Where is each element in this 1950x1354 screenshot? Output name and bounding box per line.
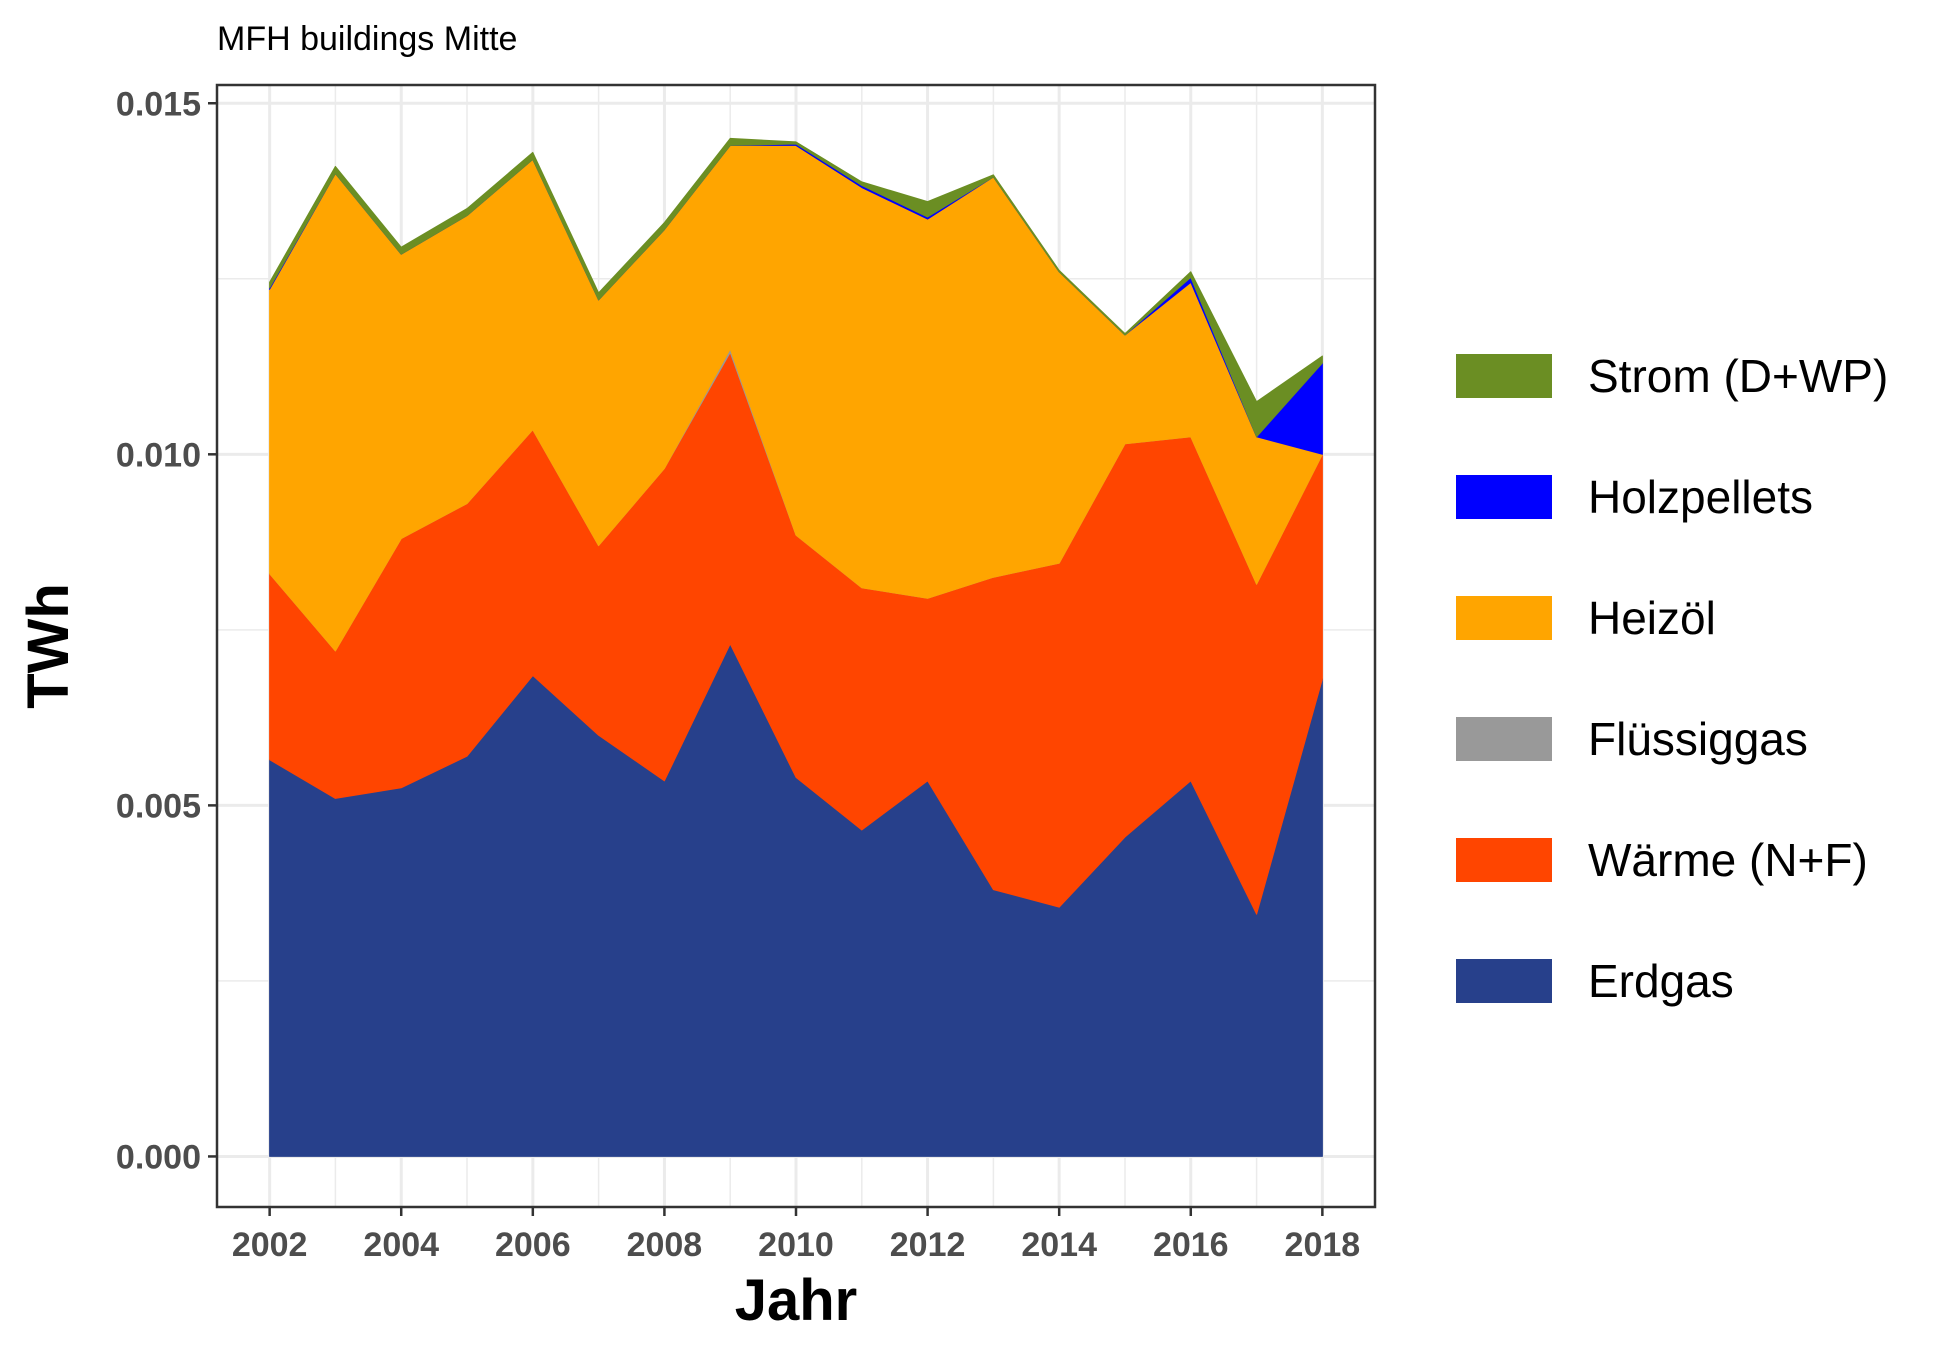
- legend-swatch: [1456, 475, 1552, 519]
- legend-swatch: [1456, 959, 1552, 1003]
- x-tick-label: 2014: [1021, 1226, 1097, 1264]
- legend-swatch: [1456, 838, 1552, 882]
- x-tick-label: 2016: [1153, 1226, 1229, 1264]
- x-tick-label: 2002: [232, 1226, 308, 1264]
- chart-title: MFH buildings Mitte: [217, 20, 517, 58]
- y-tick-label: 0.005: [116, 787, 201, 825]
- y-tick-label: 0.010: [116, 436, 201, 474]
- legend-label: Erdgas: [1588, 955, 1734, 1007]
- x-tick-label: 2006: [495, 1226, 571, 1264]
- legend-label: Holzpellets: [1588, 471, 1813, 523]
- legend-label: Strom (D+WP): [1588, 350, 1888, 402]
- x-tick-label: 2012: [890, 1226, 966, 1264]
- y-tick-label: 0.015: [116, 85, 201, 123]
- x-tick-label: 2018: [1285, 1226, 1361, 1264]
- x-tick-label: 2010: [758, 1226, 834, 1264]
- x-tick-label: 2004: [363, 1226, 439, 1264]
- x-axis: 2002 2004 2006 2008 2010 2012 2014 2016 2018: [232, 1207, 1360, 1264]
- legend-swatch: [1456, 717, 1552, 761]
- area-strom-d-wp: [269, 137, 1323, 438]
- legend-swatch: [1456, 596, 1552, 640]
- x-tick-label: 2008: [627, 1226, 703, 1264]
- legend-swatch: [1456, 354, 1552, 398]
- stacked-areas: [269, 137, 1323, 1157]
- x-axis-title: Jahr: [735, 1268, 858, 1333]
- legend-label: Wärme (N+F): [1588, 834, 1868, 886]
- y-axis: 0.000 0.005 0.010 0.015: [116, 85, 217, 1176]
- legend: Strom (D+WP) Holzpellets Heizöl Flüssiggas W…: [1456, 350, 1888, 1007]
- legend-label: Flüssiggas: [1588, 713, 1808, 765]
- legend-label: Heizöl: [1588, 592, 1716, 644]
- y-tick-label: 0.000: [116, 1138, 201, 1176]
- y-axis-title: TWh: [16, 583, 81, 709]
